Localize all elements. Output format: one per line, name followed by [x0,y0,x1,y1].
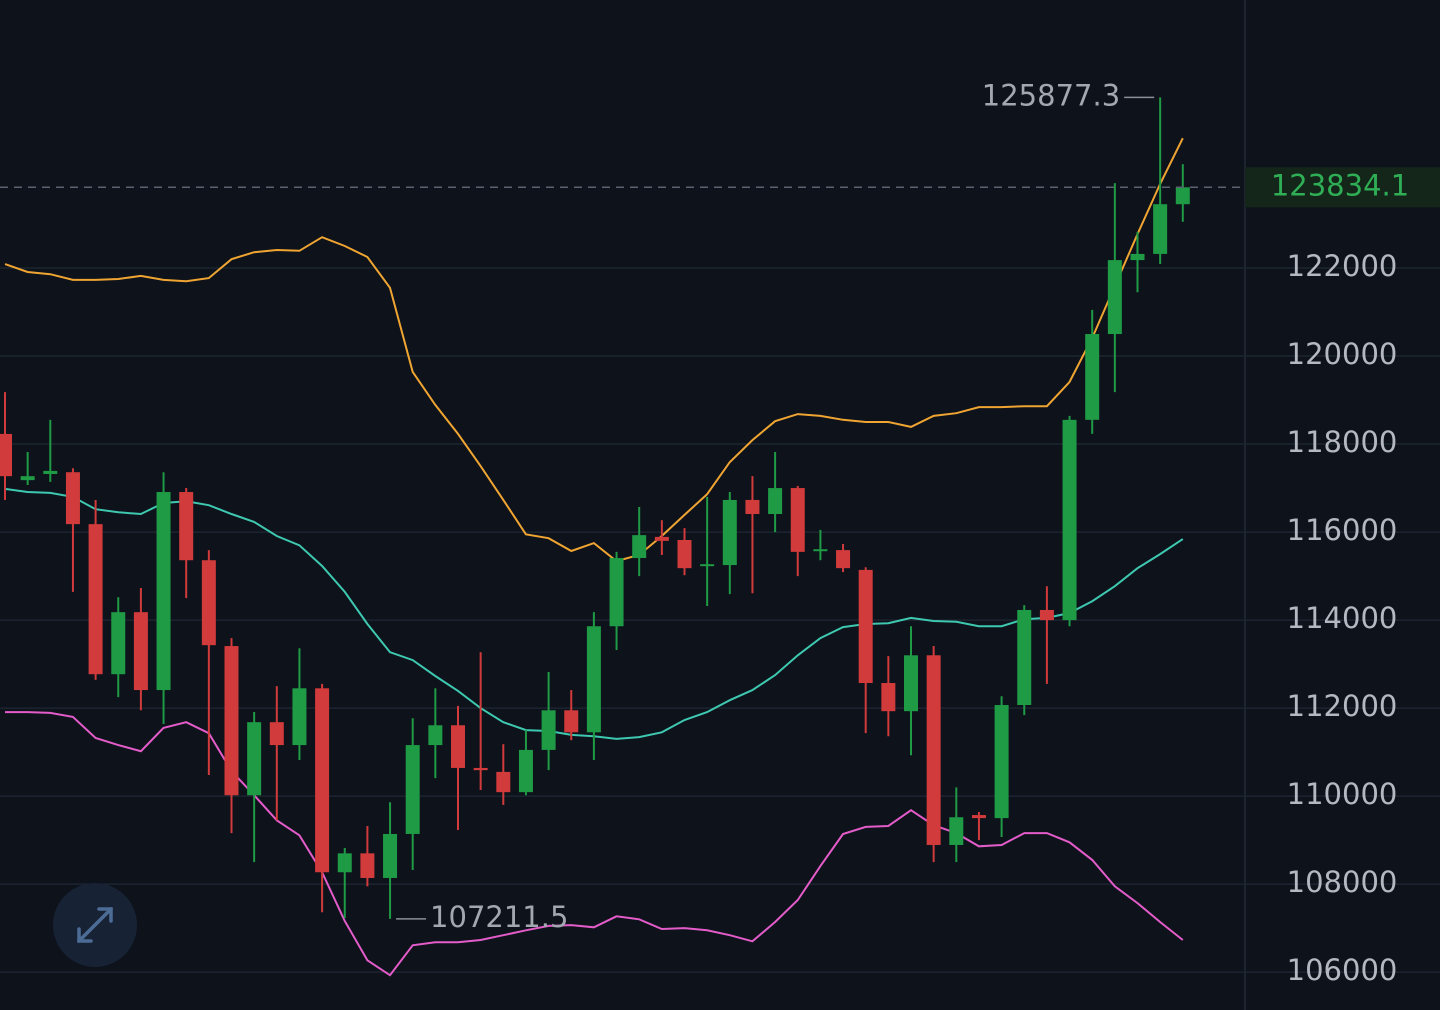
candle-body [949,817,964,845]
candle-body [700,564,715,567]
candle-body [292,688,307,746]
candle-body [813,549,828,552]
current-price-box [1245,167,1440,208]
candle-body [632,535,647,559]
high-label: 125877.3 [982,78,1120,112]
candle-body [836,550,851,569]
candle-body [269,722,284,746]
candle-body [1153,204,1168,254]
candle-body [20,476,35,481]
candle-body [224,646,239,796]
candles [0,97,1190,919]
candle-body [586,626,601,733]
candle-body [0,433,12,477]
candle-body [1107,260,1122,335]
candle-body [722,499,737,566]
candle-body [904,655,918,712]
candle-body [790,488,805,552]
low-label: 107211.5 [430,900,568,934]
candle-body [111,612,126,675]
candle-body [88,524,103,675]
y-tick-label: 112000 [1287,689,1398,723]
candle-body [383,833,398,878]
candle-body [156,492,171,691]
candle-body [677,539,692,569]
candle-body [315,688,330,873]
candle-body [247,722,262,796]
candle-body [496,771,511,793]
candle-body [858,569,873,684]
candle-body [1062,419,1077,621]
overlays: 123834.1 125877.3 107211.5 [0,78,1440,934]
candle-body [609,558,624,627]
candle-body [745,499,760,515]
candle-body [541,710,556,750]
candle-body [1039,609,1054,621]
candle-body [360,853,375,878]
candle-body [451,725,465,768]
candle-body [133,612,148,691]
candle-body [518,749,533,793]
candle-body [971,815,986,819]
band-line [4,137,1184,563]
candle-body [1130,253,1145,261]
y-tick-label: 122000 [1287,249,1398,283]
expand-button[interactable] [53,883,137,967]
band-line [5,711,1184,977]
y-tick-label: 120000 [1287,337,1398,371]
candle-body [201,560,216,646]
grid: 106000 108000 110000 112000 114000 116000 1180… [0,249,1440,987]
candle-body [564,710,579,733]
current-price-label: 123834.1 [1271,168,1409,202]
candle-body [1175,187,1190,205]
y-tick-label: 114000 [1287,601,1398,635]
candle-body [473,767,488,771]
candle-body [65,472,80,525]
candle-body [405,745,420,834]
candle-body [881,683,896,712]
candle-body [926,655,941,845]
candle-body [994,705,1009,819]
y-tick-label: 118000 [1287,425,1398,459]
candle-body [43,470,58,474]
candle-body [768,488,783,515]
y-tick-label: 110000 [1287,777,1398,811]
candle-body [428,725,443,746]
candle-body [337,853,352,873]
candle-body [1085,334,1100,420]
y-tick-label: 108000 [1287,865,1398,899]
y-tick-label: 116000 [1287,513,1398,547]
candle-body [1017,609,1032,706]
y-tick-label: 106000 [1287,953,1398,987]
candle-body [654,536,669,541]
candle-body [179,492,194,561]
